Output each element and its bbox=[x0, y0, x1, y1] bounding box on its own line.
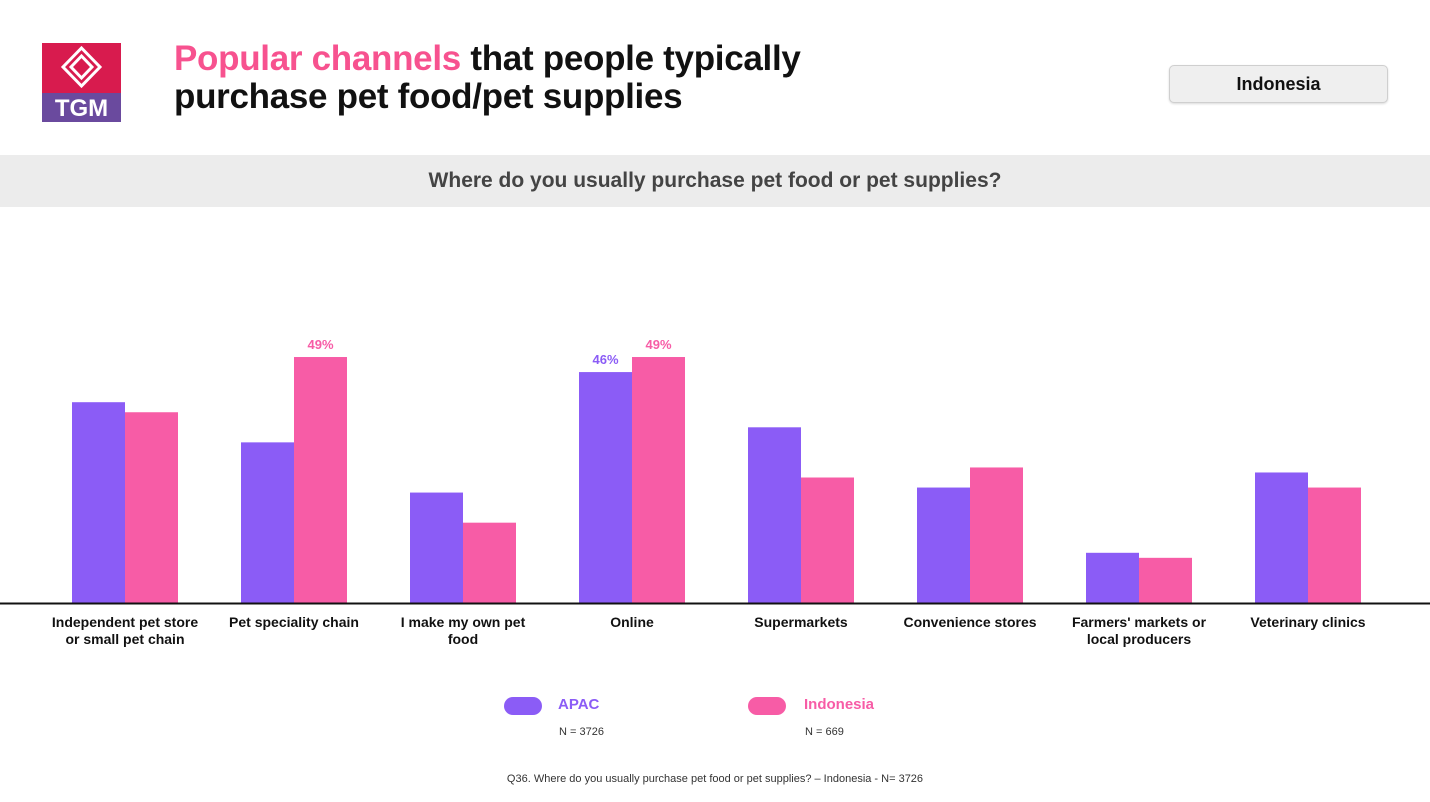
logo-bottom-block bbox=[42, 93, 121, 122]
tgm-logo: TGM bbox=[42, 43, 121, 122]
category-label-farmers-markets-or-local-producers: Farmers' markets or local producers bbox=[1072, 614, 1207, 647]
logo-text: TGM bbox=[55, 95, 108, 122]
category-label-veterinary-clinics: Veterinary clinics bbox=[1250, 614, 1365, 630]
data-label-apac-3: 46% bbox=[592, 352, 618, 367]
legend-item-apac: APAC N = 3726 bbox=[504, 695, 664, 745]
bar-indonesia-veterinary-clinics bbox=[1308, 487, 1361, 603]
logo-diamond-emblem bbox=[60, 45, 103, 89]
bar-apac-online bbox=[579, 372, 632, 603]
bar-apac-farmers-markets-or-local-producers bbox=[1086, 552, 1139, 603]
bar-indonesia-pet-speciality-chain bbox=[294, 357, 347, 603]
legend-item-indonesia: Indonesia N = 669 bbox=[748, 695, 928, 745]
category-label-supermarkets: Supermarkets bbox=[754, 614, 848, 630]
legend-swatch-indonesia bbox=[748, 697, 786, 715]
country-selector[interactable]: Indonesia bbox=[1169, 65, 1388, 103]
question-banner: Where do you usually purchase pet food o… bbox=[0, 155, 1430, 207]
bar-indonesia-supermarkets bbox=[801, 477, 854, 603]
data-label-indonesia-3: 49% bbox=[645, 337, 671, 352]
bar-apac-i-make-my-own-pet-food bbox=[410, 492, 463, 603]
legend-label-indonesia: Indonesia bbox=[804, 696, 875, 713]
bar-indonesia-online bbox=[632, 357, 685, 603]
bar-indonesia-i-make-my-own-pet-food bbox=[463, 522, 516, 603]
legend-n-indonesia: N = 669 bbox=[805, 726, 844, 738]
page-title: Popular channels that people typically p… bbox=[174, 40, 934, 116]
bar-indonesia-farmers-markets-or-local-producers bbox=[1139, 557, 1192, 603]
title-highlight: Popular channels bbox=[174, 39, 461, 78]
bar-chart: Independent pet store or small pet chain P… bbox=[0, 337, 1430, 647]
bar-apac-veterinary-clinics bbox=[1255, 472, 1308, 603]
bar-apac-independent-pet-store-or-small-pet-chain bbox=[72, 402, 125, 603]
category-label-i-make-my-own-pet-food: I make my own pet food bbox=[401, 614, 526, 647]
category-label-convenience-stores: Convenience stores bbox=[903, 614, 1036, 630]
data-label-indonesia-1: 49% bbox=[307, 337, 333, 352]
category-label-pet-speciality-chain: Pet speciality chain bbox=[229, 614, 359, 630]
bar-apac-supermarkets bbox=[748, 427, 801, 603]
bar-apac-convenience-stores bbox=[917, 487, 970, 603]
bar-indonesia-convenience-stores bbox=[970, 467, 1023, 603]
category-label-independent-pet-store-or-small-pet-chain: Independent pet store or small pet chain bbox=[52, 614, 198, 647]
legend-n-apac: N = 3726 bbox=[559, 726, 604, 738]
bar-apac-pet-speciality-chain bbox=[241, 442, 294, 603]
legend-swatch-apac bbox=[504, 697, 542, 715]
bar-indonesia-independent-pet-store-or-small-pet-chain bbox=[125, 412, 178, 603]
footnote: Q36. Where do you usually purchase pet f… bbox=[506, 773, 924, 785]
title-rest: that people typically purchase pet food/… bbox=[174, 39, 801, 116]
question-text: Where do you usually purchase pet food o… bbox=[428, 169, 1002, 192]
legend-label-apac: APAC bbox=[558, 696, 600, 713]
category-label-online: Online bbox=[610, 614, 654, 630]
